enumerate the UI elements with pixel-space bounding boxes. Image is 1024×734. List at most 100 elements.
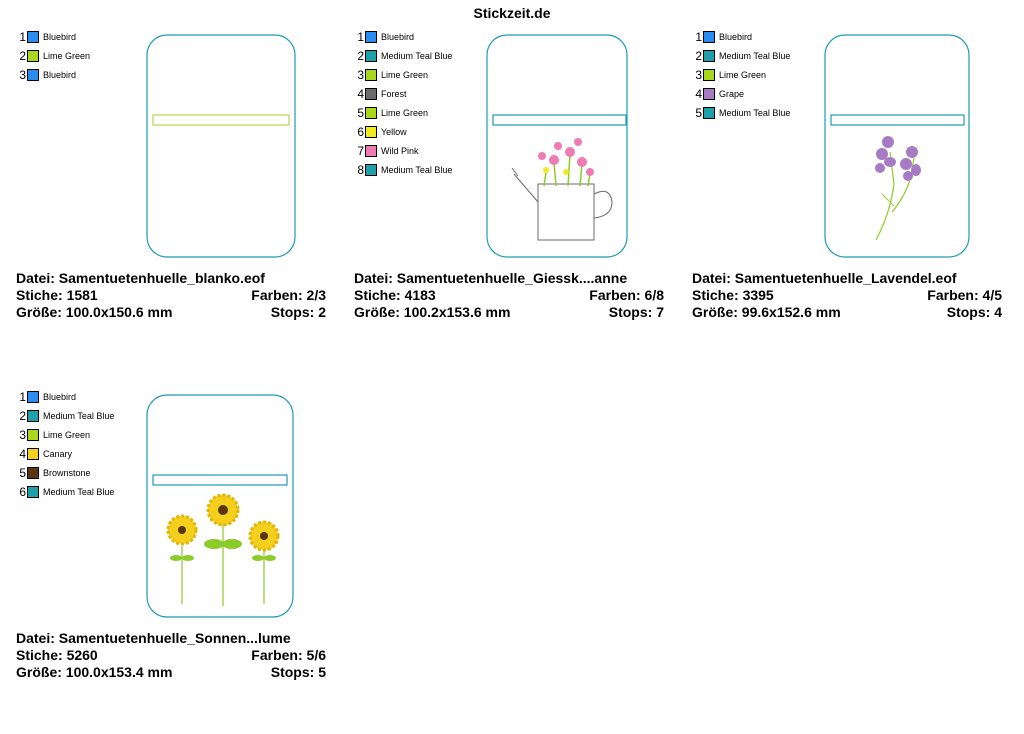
legend-number: 3 <box>695 67 702 82</box>
colors-value: 4/5 <box>982 287 1002 303</box>
legend-item: 1 Bluebird <box>16 27 76 46</box>
legend-color-name: Medium Teal Blue <box>381 50 453 61</box>
legend-color-name: Lime Green <box>719 69 767 80</box>
color-swatch <box>703 106 715 119</box>
colors-value: 5/6 <box>306 647 326 663</box>
legend-item: 5 Brownstone <box>16 463 90 482</box>
color-swatch <box>365 163 377 176</box>
design-card-blanko[interactable]: 1 Bluebird 2 Lime Green 3 Bluebird Datei… <box>16 30 336 374</box>
legend-color-name: Wild Pink <box>381 145 419 156</box>
stitches-value: 3395 <box>742 287 774 303</box>
colors-label: Farben: <box>927 287 979 303</box>
design-card-sonnenblume[interactable]: 1 Bluebird 2 Medium Teal Blue 3 Lime Green … <box>16 390 336 734</box>
legend-item: 2 Medium Teal Blue <box>16 406 114 425</box>
legend-item: 6 Yellow <box>354 122 407 141</box>
embroidery-preview <box>146 394 296 620</box>
legend-number: 1 <box>19 389 26 404</box>
color-swatch <box>703 30 715 43</box>
legend-number: 2 <box>357 48 364 63</box>
color-swatch <box>365 144 377 157</box>
color-swatch <box>365 106 377 119</box>
size-value: 99.6x152.6 mm <box>741 304 841 320</box>
legend-item: 1 Bluebird <box>692 27 752 46</box>
legend-item: 1 Bluebird <box>354 27 414 46</box>
stitches-value: 4183 <box>404 287 436 303</box>
stitches-label: Stiche: <box>692 287 739 303</box>
stitches-label: Stiche: <box>16 647 63 663</box>
legend-number: 3 <box>19 67 26 82</box>
stops-value: 7 <box>656 304 664 320</box>
legend-number: 4 <box>19 446 26 461</box>
color-swatch <box>703 68 715 81</box>
size-label: Größe: <box>354 304 400 320</box>
color-swatch <box>365 87 377 100</box>
legend-number: 7 <box>357 143 364 158</box>
legend-number: 4 <box>695 86 702 101</box>
design-card-giesskanne[interactable]: 1 Bluebird 2 Medium Teal Blue 3 Lime Green … <box>354 30 674 374</box>
legend-number: 2 <box>695 48 702 63</box>
legend-item: 2 Lime Green <box>16 46 90 65</box>
color-swatch <box>27 30 39 43</box>
color-swatch <box>365 125 377 138</box>
legend-number: 6 <box>357 124 364 139</box>
legend-item: 4 Canary <box>16 444 72 463</box>
stops-value: 4 <box>994 304 1002 320</box>
legend-item: 3 Lime Green <box>16 425 90 444</box>
file-name: Samentuetenhuelle_blanko.eof <box>58 270 265 286</box>
legend-number: 3 <box>19 427 26 442</box>
legend-color-name: Medium Teal Blue <box>43 486 115 497</box>
color-swatch <box>365 30 377 43</box>
color-swatch <box>27 49 39 62</box>
legend-item: 2 Medium Teal Blue <box>354 46 452 65</box>
legend-color-name: Bluebird <box>381 31 415 42</box>
legend-item: 4 Grape <box>692 84 744 103</box>
seed-packet-outline <box>146 34 296 258</box>
legend-color-name: Lime Green <box>43 429 91 440</box>
legend-item: 8 Medium Teal Blue <box>354 160 452 179</box>
label-band <box>152 474 288 486</box>
stops-label: Stops: <box>608 304 653 320</box>
legend-number: 8 <box>357 162 364 177</box>
size-value: 100.0x150.6 mm <box>65 304 173 320</box>
color-swatch <box>27 466 39 479</box>
legend-item: 3 Lime Green <box>692 65 766 84</box>
legend-color-name: Bluebird <box>43 69 77 80</box>
legend-color-name: Medium Teal Blue <box>719 107 791 118</box>
legend-color-name: Yellow <box>381 126 407 137</box>
seed-packet-outline <box>486 34 628 258</box>
color-swatch <box>365 68 377 81</box>
seed-packet-outline <box>146 394 294 618</box>
colors-label: Farben: <box>589 287 641 303</box>
stops-value: 2 <box>318 304 326 320</box>
legend-item: 2 Medium Teal Blue <box>692 46 790 65</box>
stops-value: 5 <box>318 664 326 680</box>
stitches-value: 5260 <box>66 647 98 663</box>
label-band <box>152 114 290 126</box>
stops-label: Stops: <box>270 664 315 680</box>
colors-value: 6/8 <box>644 287 664 303</box>
label-band <box>830 114 965 126</box>
legend-color-name: Lime Green <box>381 69 429 80</box>
file-name: Samentuetenhuelle_Giessk....anne <box>396 270 628 286</box>
legend-color-name: Canary <box>43 448 73 459</box>
size-value: 100.2x153.6 mm <box>403 304 511 320</box>
color-swatch <box>27 428 39 441</box>
size-label: Größe: <box>16 304 62 320</box>
file-info: Datei: Samentuetenhuelle_Sonnen...lume S… <box>16 630 326 681</box>
color-swatch <box>703 49 715 62</box>
legend-item: 1 Bluebird <box>16 387 76 406</box>
legend-number: 1 <box>357 29 364 44</box>
legend-color-name: Forest <box>381 88 407 99</box>
legend-item: 3 Bluebird <box>16 65 76 84</box>
design-card-lavendel[interactable]: 1 Bluebird 2 Medium Teal Blue 3 Lime Green … <box>692 30 1012 374</box>
legend-color-name: Lime Green <box>381 107 429 118</box>
size-label: Größe: <box>16 664 62 680</box>
legend-color-name: Bluebird <box>43 391 77 402</box>
color-swatch <box>703 87 715 100</box>
legend-color-name: Grape <box>719 88 745 99</box>
legend-color-name: Bluebird <box>719 31 753 42</box>
label-band <box>492 114 627 126</box>
size-value: 100.0x153.4 mm <box>65 664 173 680</box>
legend-item: 7 Wild Pink <box>354 141 419 160</box>
embroidery-preview <box>824 34 974 260</box>
